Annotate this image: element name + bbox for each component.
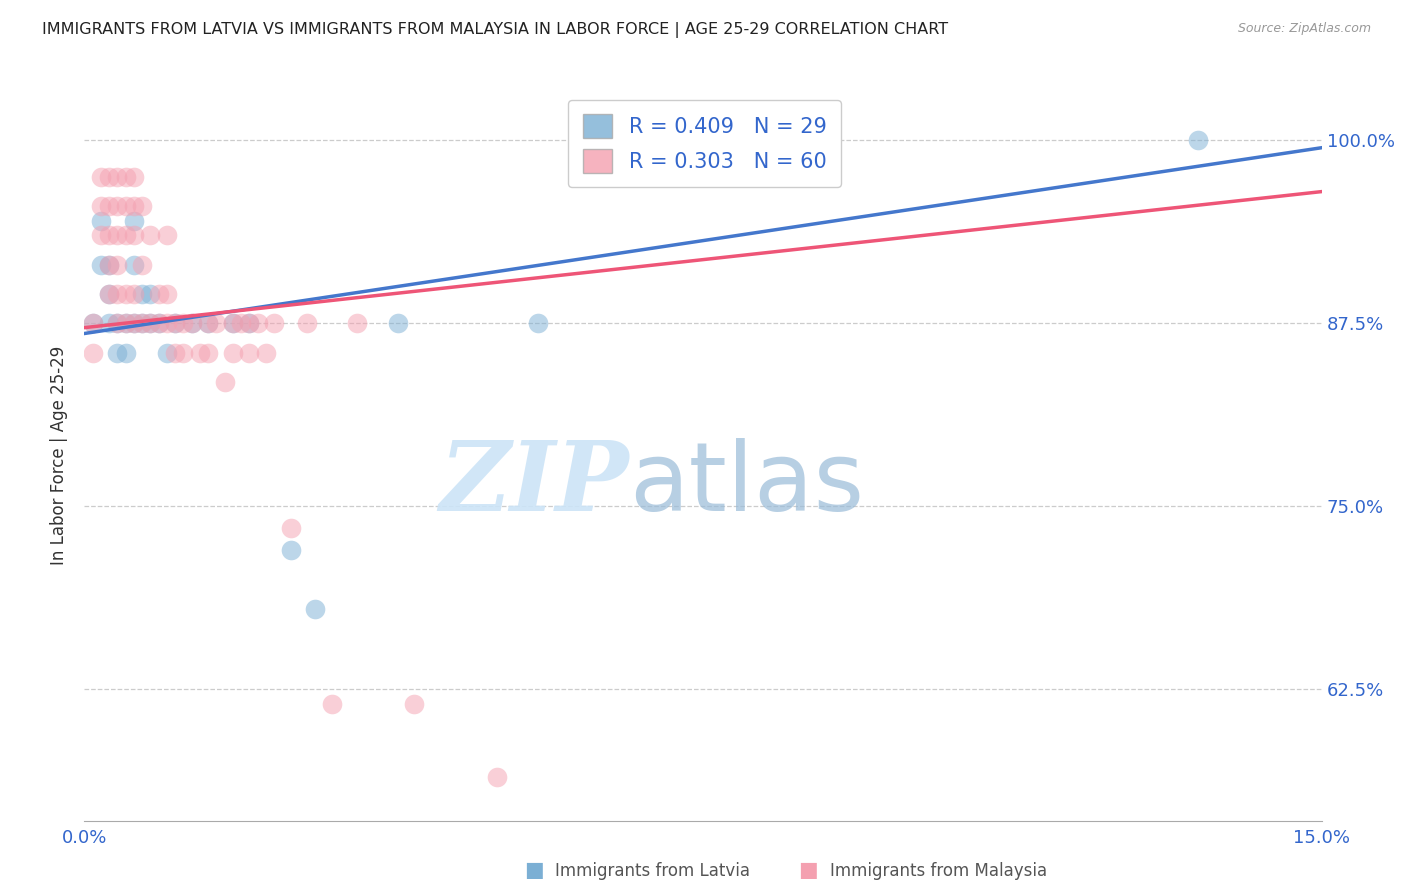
Point: [82, 345, 104, 359]
Point: [148, 316, 170, 330]
Point: [114, 316, 136, 330]
Point: [346, 316, 368, 330]
Point: [188, 345, 211, 359]
Point: [295, 316, 318, 330]
Point: [98, 258, 121, 272]
Point: [238, 316, 260, 330]
Point: [280, 543, 302, 558]
Point: [254, 345, 277, 359]
Text: ■: ■: [524, 861, 544, 880]
Point: [238, 345, 260, 359]
Point: [105, 345, 128, 359]
Point: [156, 228, 179, 243]
Point: [105, 316, 128, 330]
Y-axis label: In Labor Force | Age 25-29: In Labor Force | Age 25-29: [51, 345, 69, 565]
Text: ZIP: ZIP: [439, 437, 628, 531]
Point: [165, 345, 187, 359]
Point: [139, 316, 162, 330]
Text: Immigrants from Latvia: Immigrants from Latvia: [555, 863, 751, 880]
Point: [98, 316, 121, 330]
Point: [214, 375, 236, 389]
Point: [90, 214, 112, 228]
Point: [98, 258, 121, 272]
Point: [280, 521, 302, 535]
Point: [131, 316, 153, 330]
Point: [122, 228, 145, 243]
Point: [165, 316, 187, 330]
Point: [105, 316, 128, 330]
Point: [263, 316, 285, 330]
Point: [321, 697, 343, 711]
Point: [156, 287, 179, 301]
Text: atlas: atlas: [628, 438, 863, 531]
Point: [105, 287, 128, 301]
Point: [156, 316, 179, 330]
Point: [229, 316, 252, 330]
Point: [148, 287, 170, 301]
Point: [114, 287, 136, 301]
Point: [222, 316, 245, 330]
Point: [180, 316, 202, 330]
Point: [222, 316, 245, 330]
Point: [205, 316, 228, 330]
Point: [82, 316, 104, 330]
Point: [98, 199, 121, 213]
Point: [98, 169, 121, 184]
Point: [90, 228, 112, 243]
Point: [122, 169, 145, 184]
Text: Immigrants from Malaysia: Immigrants from Malaysia: [830, 863, 1046, 880]
Point: [1187, 133, 1209, 147]
Point: [114, 199, 136, 213]
Point: [527, 316, 550, 330]
Point: [105, 228, 128, 243]
Point: [139, 228, 162, 243]
Point: [172, 316, 194, 330]
Point: [238, 316, 260, 330]
Text: Source: ZipAtlas.com: Source: ZipAtlas.com: [1237, 22, 1371, 36]
Point: [98, 228, 121, 243]
Text: ■: ■: [799, 861, 818, 880]
Point: [131, 199, 153, 213]
Point: [246, 316, 269, 330]
Point: [131, 258, 153, 272]
Point: [98, 287, 121, 301]
Point: [122, 316, 145, 330]
Point: [139, 287, 162, 301]
Point: [197, 316, 219, 330]
Point: [156, 345, 179, 359]
Point: [222, 345, 245, 359]
Point: [485, 770, 508, 784]
Point: [114, 169, 136, 184]
Point: [114, 345, 136, 359]
Point: [98, 287, 121, 301]
Point: [105, 169, 128, 184]
Point: [122, 199, 145, 213]
Point: [404, 697, 426, 711]
Point: [148, 316, 170, 330]
Point: [90, 199, 112, 213]
Point: [105, 199, 128, 213]
Point: [172, 345, 194, 359]
Point: [304, 601, 326, 615]
Point: [197, 345, 219, 359]
Point: [197, 316, 219, 330]
Point: [122, 258, 145, 272]
Point: [122, 316, 145, 330]
Point: [122, 287, 145, 301]
Point: [131, 316, 153, 330]
Legend: R = 0.409   N = 29, R = 0.303   N = 60: R = 0.409 N = 29, R = 0.303 N = 60: [568, 100, 841, 187]
Point: [114, 316, 136, 330]
Point: [82, 316, 104, 330]
Point: [165, 316, 187, 330]
Point: [180, 316, 202, 330]
Point: [90, 258, 112, 272]
Point: [139, 316, 162, 330]
Point: [131, 287, 153, 301]
Point: [90, 169, 112, 184]
Point: [122, 214, 145, 228]
Text: IMMIGRANTS FROM LATVIA VS IMMIGRANTS FROM MALAYSIA IN LABOR FORCE | AGE 25-29 CO: IMMIGRANTS FROM LATVIA VS IMMIGRANTS FRO…: [42, 22, 948, 38]
Point: [105, 258, 128, 272]
Point: [387, 316, 409, 330]
Point: [114, 228, 136, 243]
